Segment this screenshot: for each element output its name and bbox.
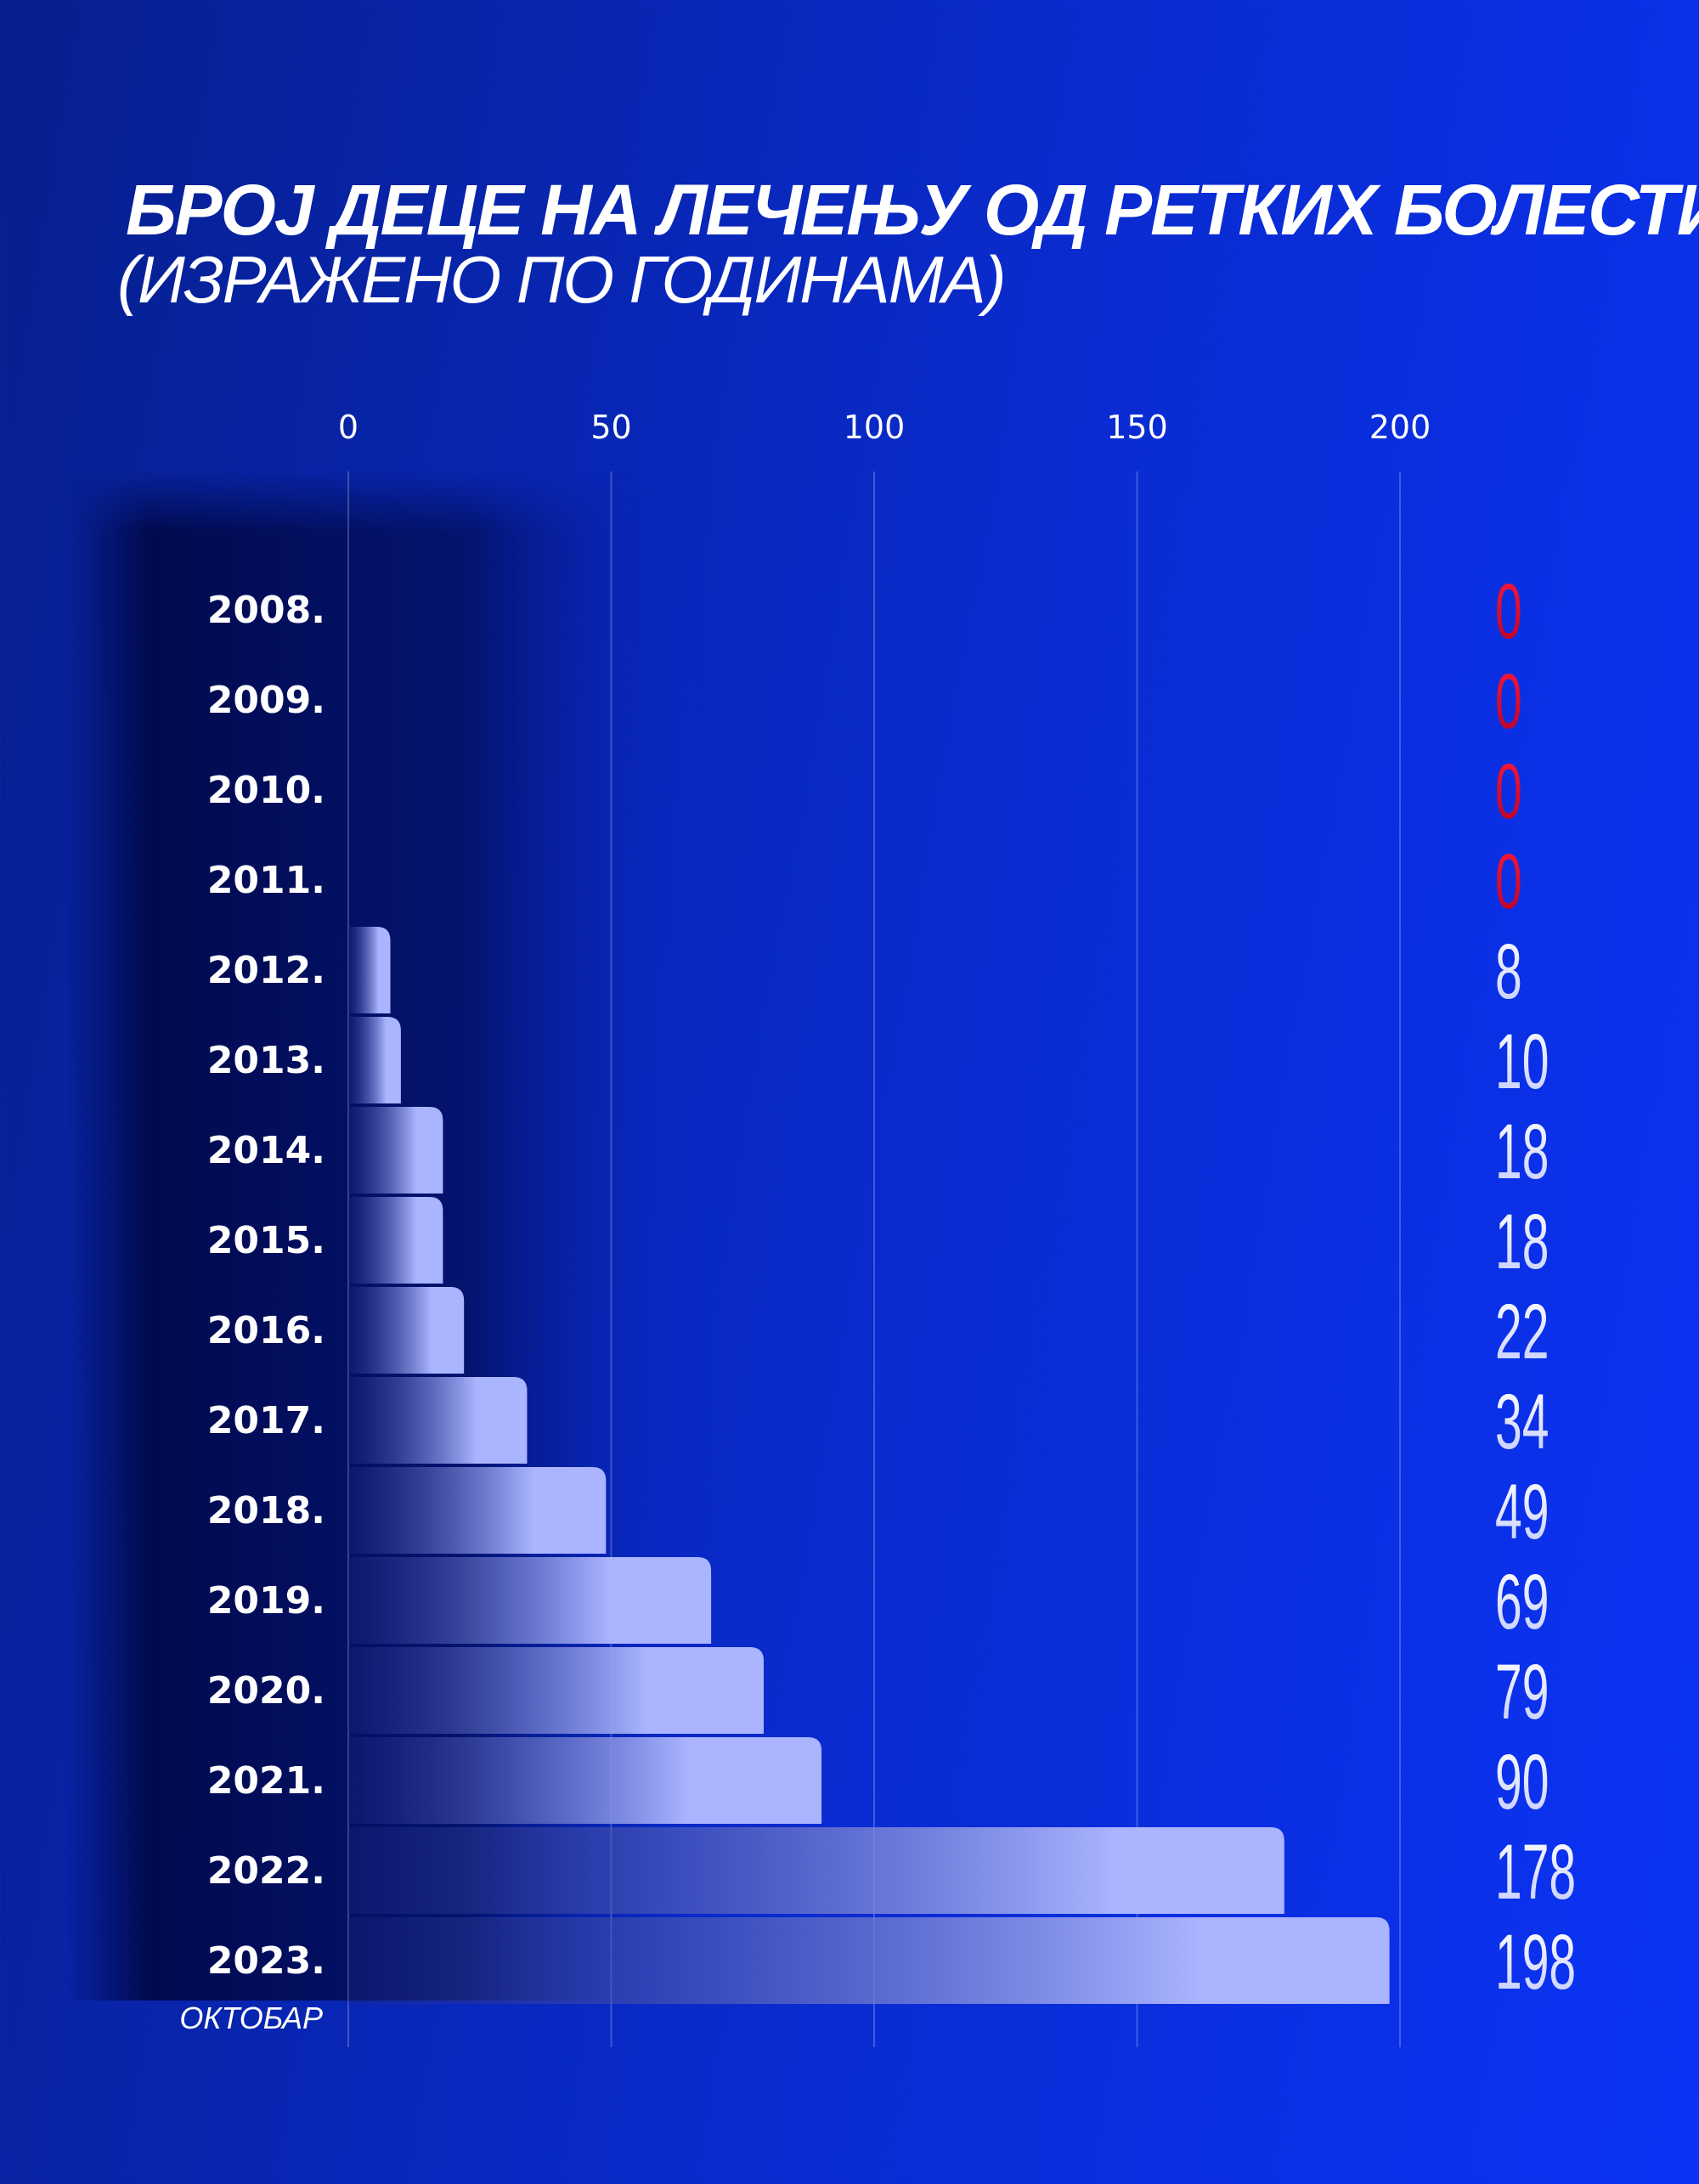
y-category-label: 2021. xyxy=(207,1759,325,1803)
y-category-label: 2023. xyxy=(207,1939,325,1983)
bar xyxy=(348,1467,607,1554)
bar xyxy=(348,1197,443,1284)
y-category-label: 2017. xyxy=(207,1399,325,1442)
data-label: 18 xyxy=(1495,1109,1549,1195)
bar xyxy=(348,1557,712,1644)
y-category-label: 2013. xyxy=(207,1039,325,1082)
chart-subtitle: (ИЗРАЖЕНО ПО ГОДИНАМА) xyxy=(117,242,1007,317)
category-note: ОКТОБАР xyxy=(179,2001,323,2035)
bar xyxy=(348,1737,822,1824)
y-category-label: 2015. xyxy=(207,1219,325,1262)
x-tick-label: 50 xyxy=(590,409,631,446)
data-label: 69 xyxy=(1495,1559,1549,1645)
data-label: 34 xyxy=(1495,1379,1549,1465)
y-category-label: 2014. xyxy=(207,1129,325,1172)
data-label: 0 xyxy=(1495,658,1522,745)
x-tick-label: 0 xyxy=(338,409,358,446)
data-label: 49 xyxy=(1495,1469,1549,1555)
y-category-label: 2011. xyxy=(207,859,325,902)
y-category-label: 2022. xyxy=(207,1849,325,1893)
data-label: 0 xyxy=(1495,748,1522,835)
bar xyxy=(348,927,391,1013)
y-category-label: 2008. xyxy=(207,589,325,632)
x-tick-label: 100 xyxy=(844,409,906,446)
bar xyxy=(348,1287,465,1374)
data-label: 0 xyxy=(1495,568,1522,655)
y-category-label: 2009. xyxy=(207,679,325,722)
x-tick-label: 200 xyxy=(1369,409,1431,446)
bar xyxy=(348,1017,401,1103)
y-category-label: 2020. xyxy=(207,1669,325,1713)
data-label: 178 xyxy=(1495,1829,1576,1916)
y-category-label: 2018. xyxy=(207,1489,325,1532)
data-label: 0 xyxy=(1495,838,1522,925)
bar xyxy=(348,1917,1390,2004)
data-label: 8 xyxy=(1495,928,1522,1015)
x-tick-label: 150 xyxy=(1106,409,1168,446)
chart-title: БРОЈ ДЕЦЕ НА ЛЕЧЕЊУ ОД РЕТКИХ БОЛЕСТИ xyxy=(126,170,1699,250)
y-category-label: 2012. xyxy=(207,949,325,992)
y-category-label: 2019. xyxy=(207,1579,325,1622)
data-label: 22 xyxy=(1495,1289,1549,1375)
bar xyxy=(348,1647,765,1734)
bar xyxy=(348,1827,1284,1914)
bar xyxy=(348,1107,443,1194)
data-label: 198 xyxy=(1495,1919,1576,2006)
bar xyxy=(348,1377,528,1464)
data-label: 18 xyxy=(1495,1199,1549,1285)
y-category-label: 2016. xyxy=(207,1309,325,1352)
data-label: 90 xyxy=(1495,1739,1549,1826)
y-category-label: 2010. xyxy=(207,769,325,812)
data-label: 10 xyxy=(1495,1019,1549,1105)
data-label: 79 xyxy=(1495,1649,1549,1735)
